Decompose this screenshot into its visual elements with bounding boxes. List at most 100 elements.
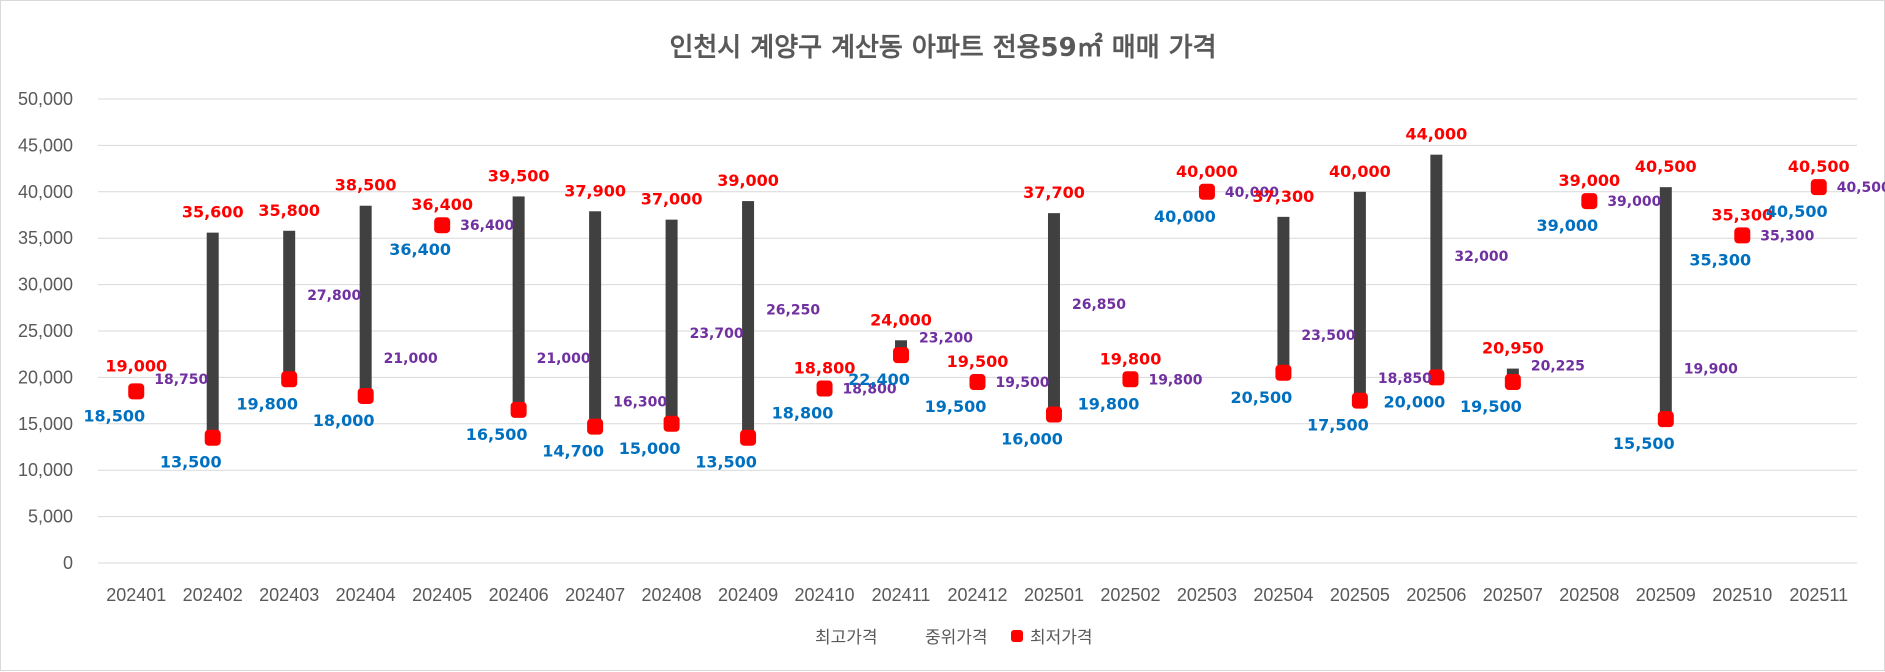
max-value-label: 40,500 bbox=[1635, 157, 1697, 176]
low-marker bbox=[128, 383, 145, 400]
max-value-label: 36,400 bbox=[411, 195, 473, 214]
y-axis-ticks: 0 5,000 10,000 15,000 20,000 25,000 30,000 35,0… bbox=[18, 89, 73, 573]
median-value-label: 40,000 bbox=[1225, 185, 1279, 201]
max-value-label: 37,000 bbox=[641, 190, 703, 209]
low-markers bbox=[128, 179, 1827, 446]
x-tick-label: 202412 bbox=[947, 585, 1007, 605]
median-value-label: 20,225 bbox=[1531, 358, 1585, 374]
high-low-bar bbox=[1659, 187, 1672, 420]
low-marker bbox=[510, 401, 527, 418]
chart-title: 인천시 계양구 계산동 아파트 전용59㎡ 매매 가격 bbox=[669, 32, 1216, 63]
high-low-bar bbox=[1430, 154, 1443, 378]
low-marker bbox=[969, 374, 986, 391]
max-value-label: 18,800 bbox=[794, 359, 856, 378]
median-value-label: 19,500 bbox=[996, 375, 1050, 391]
legend-label-min: 최저가격 bbox=[1030, 628, 1093, 648]
x-tick-label: 202409 bbox=[718, 585, 778, 605]
low-marker bbox=[816, 380, 833, 397]
high-low-bar bbox=[359, 205, 372, 396]
max-value-label: 38,500 bbox=[335, 176, 397, 195]
y-tick-label: 25,000 bbox=[18, 321, 73, 341]
x-axis-ticks: 202401 202402 202403 202404 202405 202406 2024… bbox=[106, 585, 1848, 605]
min-value-label: 19,500 bbox=[925, 397, 987, 416]
median-value-label: 23,500 bbox=[1301, 328, 1355, 344]
low-marker bbox=[1351, 392, 1368, 409]
y-tick-label: 15,000 bbox=[18, 414, 73, 434]
x-tick-label: 202406 bbox=[489, 585, 549, 605]
low-marker bbox=[204, 429, 221, 446]
legend-marker-min bbox=[1011, 630, 1023, 642]
min-value-label: 19,500 bbox=[1460, 397, 1522, 416]
min-value-label: 18,500 bbox=[83, 406, 145, 425]
low-marker bbox=[587, 418, 604, 435]
max-value-label: 40,000 bbox=[1176, 162, 1238, 181]
min-value-label: 15,000 bbox=[619, 439, 681, 458]
min-value-label: 20,500 bbox=[1231, 388, 1293, 407]
low-marker bbox=[1810, 179, 1827, 196]
median-value-label: 19,800 bbox=[1148, 372, 1202, 388]
x-tick-label: 202502 bbox=[1100, 585, 1160, 605]
max-value-label: 44,000 bbox=[1405, 125, 1467, 144]
median-value-label: 27,800 bbox=[307, 288, 361, 304]
low-marker bbox=[663, 415, 680, 432]
median-value-label: 40,500 bbox=[1837, 180, 1885, 196]
min-value-label: 15,500 bbox=[1613, 434, 1675, 453]
max-value-label: 39,000 bbox=[1558, 171, 1620, 190]
y-tick-label: 30,000 bbox=[18, 275, 73, 295]
max-value-label: 39,500 bbox=[488, 166, 550, 185]
x-tick-label: 202408 bbox=[642, 585, 702, 605]
median-value-label: 39,000 bbox=[1607, 194, 1661, 210]
x-tick-label: 202403 bbox=[259, 585, 319, 605]
x-tick-label: 202501 bbox=[1024, 585, 1084, 605]
max-value-label: 35,300 bbox=[1711, 205, 1773, 224]
x-tick-label: 202504 bbox=[1253, 585, 1313, 605]
low-marker bbox=[357, 387, 374, 404]
max-value-label: 35,800 bbox=[258, 201, 320, 220]
max-value-label: 35,600 bbox=[182, 203, 244, 222]
x-tick-label: 202510 bbox=[1712, 585, 1772, 605]
median-value-label: 23,200 bbox=[919, 331, 973, 347]
y-tick-label: 50,000 bbox=[18, 89, 73, 109]
min-value-label: 40,500 bbox=[1766, 202, 1828, 221]
low-marker bbox=[1122, 371, 1139, 388]
low-marker bbox=[1045, 406, 1062, 423]
y-tick-label: 20,000 bbox=[18, 367, 73, 387]
high-low-bars bbox=[130, 154, 1672, 438]
min-value-label: 35,300 bbox=[1689, 250, 1751, 269]
median-value-label: 35,300 bbox=[1760, 228, 1814, 244]
x-tick-label: 202506 bbox=[1406, 585, 1466, 605]
max-value-label: 37,300 bbox=[1253, 187, 1315, 206]
median-value-label: 26,250 bbox=[766, 302, 820, 318]
x-tick-label: 202511 bbox=[1789, 585, 1848, 605]
high-low-bar bbox=[512, 196, 525, 410]
max-value-label: 24,000 bbox=[870, 310, 932, 329]
x-tick-label: 202402 bbox=[183, 585, 243, 605]
low-marker bbox=[1504, 374, 1521, 391]
x-tick-label: 202411 bbox=[872, 585, 931, 605]
x-tick-label: 202405 bbox=[412, 585, 472, 605]
median-value-label: 26,850 bbox=[1072, 297, 1126, 313]
high-low-bar bbox=[742, 201, 755, 438]
low-marker bbox=[1198, 183, 1215, 200]
min-value-label: 13,500 bbox=[695, 453, 757, 472]
x-tick-label: 202509 bbox=[1636, 585, 1696, 605]
median-value-label: 36,400 bbox=[460, 218, 514, 234]
median-value-label: 18,800 bbox=[843, 382, 897, 398]
max-value-label: 40,500 bbox=[1788, 157, 1850, 176]
y-tick-label: 0 bbox=[63, 553, 73, 573]
min-value-label: 18,800 bbox=[772, 404, 834, 423]
x-tick-label: 202404 bbox=[336, 585, 396, 605]
y-tick-label: 10,000 bbox=[18, 460, 73, 480]
high-low-bar bbox=[589, 211, 602, 427]
max-value-label: 20,950 bbox=[1482, 339, 1544, 358]
median-value-label: 18,850 bbox=[1378, 371, 1432, 387]
max-value-label: 37,700 bbox=[1023, 183, 1085, 202]
median-value-label: 19,900 bbox=[1684, 361, 1738, 377]
min-value-label: 36,400 bbox=[389, 240, 451, 259]
median-value-label: 18,750 bbox=[154, 372, 208, 388]
high-low-bar bbox=[665, 219, 678, 424]
low-marker bbox=[1275, 364, 1292, 381]
low-marker bbox=[1581, 193, 1598, 210]
